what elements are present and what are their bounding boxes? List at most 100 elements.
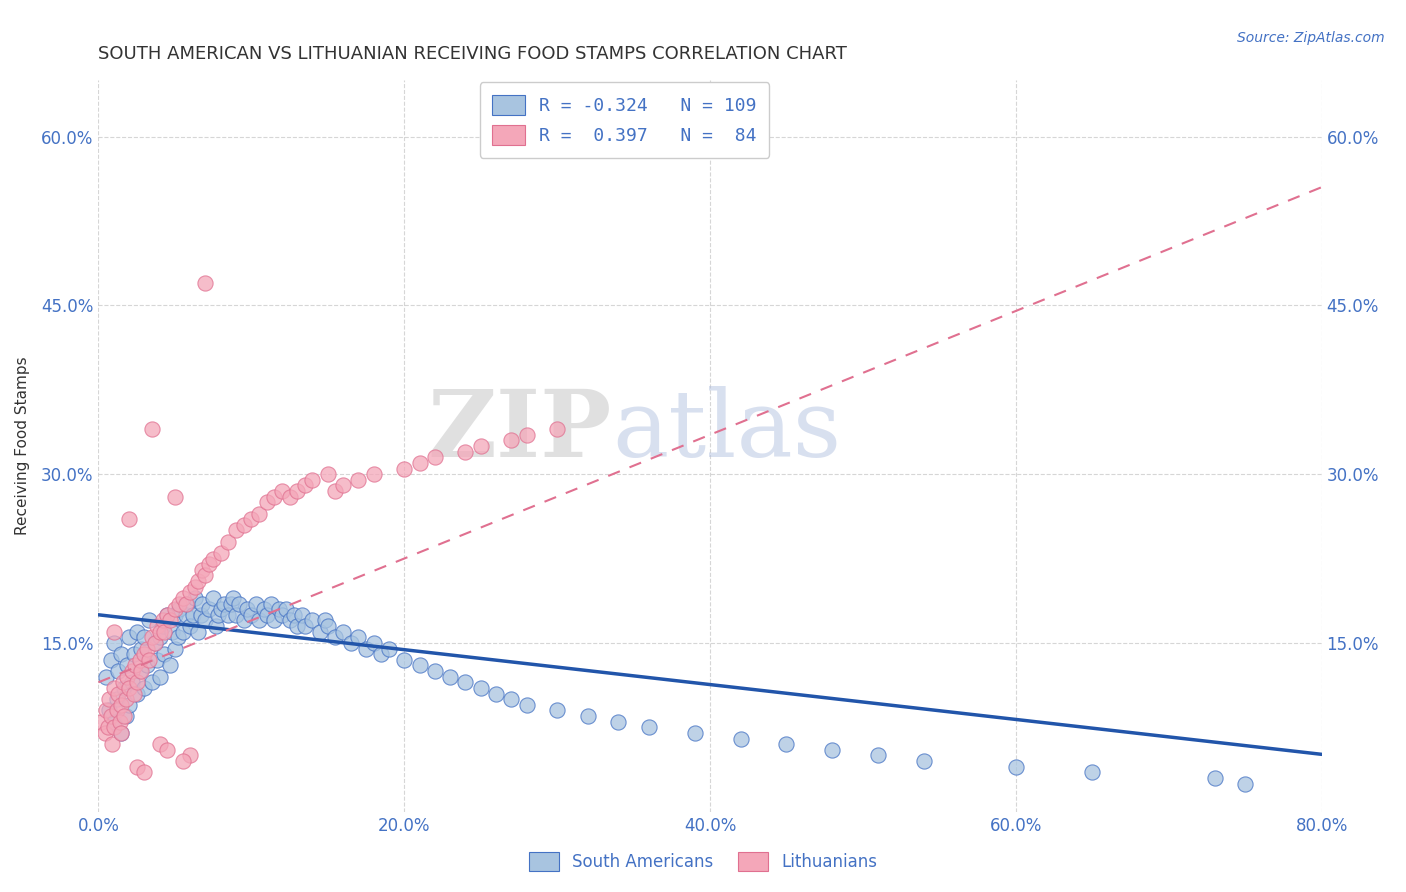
Point	[197, 602, 219, 616]
Point	[110, 726, 132, 740]
Point	[1081, 765, 1104, 780]
Point	[301, 473, 323, 487]
Point	[128, 653, 150, 667]
Point	[159, 658, 181, 673]
Point	[252, 602, 274, 616]
Point	[256, 495, 278, 509]
Point	[152, 619, 174, 633]
Point	[138, 614, 160, 628]
Point	[105, 703, 128, 717]
Point	[1004, 760, 1026, 774]
Point	[240, 512, 263, 526]
Point	[370, 647, 392, 661]
Point	[546, 422, 568, 436]
Point	[156, 607, 179, 622]
Text: Source: ZipAtlas.com: Source: ZipAtlas.com	[1237, 31, 1385, 45]
Point	[115, 709, 138, 723]
Point	[125, 624, 148, 639]
Point	[100, 709, 122, 723]
Point	[470, 439, 492, 453]
Point	[115, 692, 138, 706]
Point	[347, 473, 370, 487]
Point	[316, 467, 339, 482]
Point	[314, 614, 336, 628]
Point	[191, 563, 214, 577]
Point	[118, 512, 141, 526]
Point	[121, 675, 143, 690]
Point	[145, 619, 167, 633]
Point	[163, 607, 186, 622]
Point	[160, 624, 183, 639]
Point	[141, 675, 163, 690]
Point	[309, 624, 332, 639]
Point	[94, 703, 117, 717]
Point	[821, 743, 844, 757]
Point	[485, 687, 508, 701]
Point	[176, 597, 198, 611]
Point	[454, 444, 477, 458]
Point	[101, 737, 124, 751]
Point	[363, 467, 385, 482]
Legend: South Americans, Lithuanians: South Americans, Lithuanians	[520, 843, 886, 880]
Point	[90, 714, 112, 729]
Point	[294, 478, 316, 492]
Point	[423, 664, 446, 678]
Point	[270, 483, 292, 498]
Point	[217, 534, 239, 549]
Point	[136, 641, 159, 656]
Point	[516, 698, 538, 712]
Point	[408, 456, 430, 470]
Point	[110, 698, 132, 712]
Point	[118, 681, 141, 695]
Point	[163, 602, 186, 616]
Point	[128, 664, 150, 678]
Point	[184, 580, 207, 594]
Point	[263, 490, 285, 504]
Point	[347, 630, 370, 644]
Point	[363, 636, 385, 650]
Point	[134, 765, 156, 780]
Point	[354, 641, 377, 656]
Point	[100, 653, 122, 667]
Point	[134, 681, 156, 695]
Point	[291, 607, 314, 622]
Point	[197, 557, 219, 571]
Point	[169, 602, 191, 616]
Point	[108, 714, 131, 729]
Point	[179, 748, 201, 763]
Point	[607, 714, 630, 729]
Point	[392, 461, 416, 475]
Point	[93, 726, 115, 740]
Point	[107, 664, 129, 678]
Point	[221, 597, 243, 611]
Point	[187, 574, 209, 588]
Point	[202, 591, 225, 605]
Point	[202, 551, 225, 566]
Point	[775, 737, 797, 751]
Point	[194, 276, 217, 290]
Point	[423, 450, 446, 465]
Point	[325, 483, 347, 498]
Point	[156, 743, 179, 757]
Point	[134, 647, 156, 661]
Point	[124, 658, 146, 673]
Point	[141, 422, 163, 436]
Point	[138, 653, 160, 667]
Point	[103, 720, 125, 734]
Point	[294, 619, 316, 633]
Point	[378, 641, 401, 656]
Point	[152, 614, 174, 628]
Point	[141, 630, 163, 644]
Point	[222, 591, 245, 605]
Point	[111, 675, 134, 690]
Point	[163, 490, 186, 504]
Point	[159, 614, 181, 628]
Point	[247, 507, 270, 521]
Point	[118, 698, 141, 712]
Point	[247, 614, 270, 628]
Point	[278, 614, 301, 628]
Text: SOUTH AMERICAN VS LITHUANIAN RECEIVING FOOD STAMPS CORRELATION CHART: SOUTH AMERICAN VS LITHUANIAN RECEIVING F…	[98, 45, 848, 63]
Point	[1204, 771, 1226, 785]
Point	[103, 714, 125, 729]
Point	[136, 658, 159, 673]
